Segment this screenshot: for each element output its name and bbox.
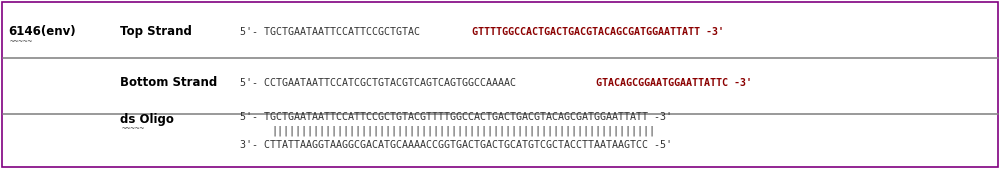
Text: GTACAGCGGAATGGAATTATTC -3': GTACAGCGGAATGGAATTATTC -3' [596,78,752,88]
Text: 5'- TGCTGAATAATTCCATTCCGCTGTAC: 5'- TGCTGAATAATTCCATTCCGCTGTAC [240,27,420,37]
Text: ~~~~~: ~~~~~ [122,125,145,134]
Text: 5'-: 5'- [0,168,1,169]
Text: 5'- CCTGAATAATTCCATCGCTGTACGTCAGTCAGTGGCCAAAAC: 5'- CCTGAATAATTCCATCGCTGTACGTCAGTCAGTGGC… [240,78,516,88]
Text: Top Strand: Top Strand [120,26,192,39]
Text: 5'- TGCTGAATAATTCCATTCCGCTGTACGTTTTGGCCACTGACTGACGTACAGCGATGGAATTATT -3': 5'- TGCTGAATAATTCCATTCCGCTGTACGTTTTGGCCA… [240,112,672,122]
Text: 3'- CTTATTAAGGTAAGGCGACATGCAAAACCGGTGACTGACTGCATGTCGCTACCTTAATAAGTCC -5': 3'- CTTATTAAGGTAAGGCGACATGCAAAACCGGTGACT… [240,140,672,150]
Text: GTTTTGGCCACTGACTGACGTACAGCGATGGAATTATT -3': GTTTTGGCCACTGACTGACGTACAGCGATGGAATTATT -… [472,27,724,37]
Text: ~~~~~: ~~~~~ [10,38,33,46]
Text: Bottom Strand: Bottom Strand [120,77,217,90]
Text: 6146(env): 6146(env) [8,26,76,39]
Text: ||||||||||||||||||||||||||||||||||||||||||||||||||||||||||||||||: ||||||||||||||||||||||||||||||||||||||||… [271,126,655,136]
Text: ds Oligo: ds Oligo [120,113,174,126]
